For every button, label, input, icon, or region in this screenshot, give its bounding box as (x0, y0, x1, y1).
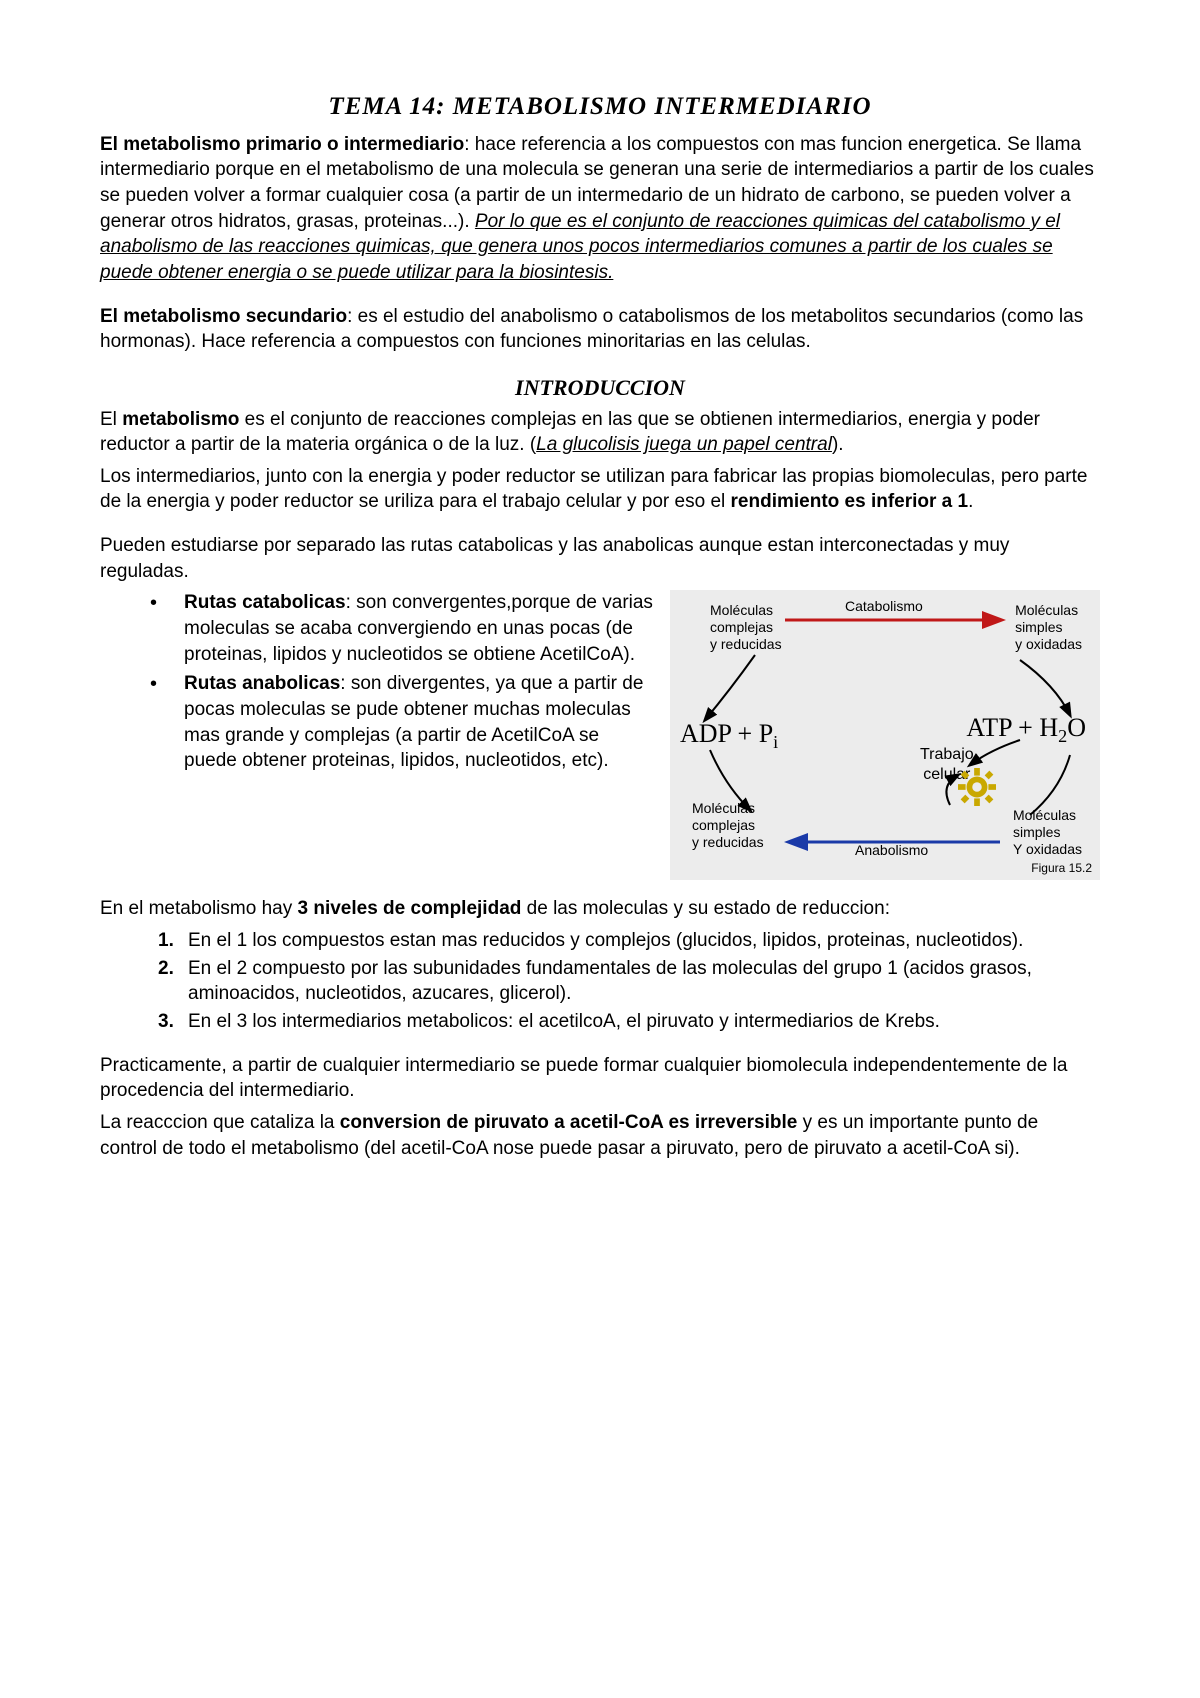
text: complejas (692, 817, 755, 833)
paragraph-rutas-intro: Pueden estudiarse por separado las rutas… (100, 533, 1100, 584)
text: Moléculas (1015, 602, 1078, 618)
text: ADP + P (680, 719, 773, 748)
paragraph-intro-1: El metabolismo es el conjunto de reaccio… (100, 407, 1100, 458)
list-item: 3. En el 3 los intermediarios metabolicos… (158, 1009, 1100, 1035)
paragraph-metabolismo-secundario: El metabolismo secundario: es el estudio… (100, 304, 1100, 355)
text: y reducidas (692, 834, 764, 850)
term-niveles: 3 niveles de complejidad (298, 898, 522, 919)
bullets-list: Rutas catabolicas: son convergentes,porq… (100, 590, 656, 773)
text: simples (1013, 824, 1060, 840)
text: Moléculas (1013, 807, 1076, 823)
num: 3. (158, 1009, 174, 1035)
diagram-column: Moléculas complejas y reducidas Molécula… (670, 590, 1100, 880)
term-catabolicas: Rutas catabolicas (184, 592, 346, 613)
term-conversion: conversion de piruvato a acetil-CoA es i… (340, 1112, 798, 1133)
term-metabolismo: metabolismo (122, 409, 239, 430)
text: En el 2 compuesto por las subunidades fu… (188, 958, 1032, 1005)
section-heading-introduccion: INTRODUCCION (100, 373, 1100, 403)
num: 1. (158, 928, 174, 954)
gear-icon (958, 768, 996, 806)
bullets-column: Rutas catabolicas: son convergentes,porq… (100, 590, 656, 777)
list-item: Rutas anabolicas: son divergentes, ya qu… (150, 671, 656, 774)
text: 2 (1058, 727, 1067, 747)
label-adp: ADP + Pi (680, 718, 778, 754)
two-column-section: Rutas catabolicas: son convergentes,porq… (100, 590, 1100, 880)
paragraph-niveles-intro: En el metabolismo hay 3 niveles de compl… (100, 896, 1100, 922)
label-atp: ATP + H2O (966, 712, 1086, 748)
paragraph-metabolismo-primario: El metabolismo primario o intermediario:… (100, 132, 1100, 286)
text: Y oxidadas (1013, 841, 1082, 857)
list-item: Rutas catabolicas: son convergentes,porq… (150, 590, 656, 667)
paragraph-final-1: Practicamente, a partir de cualquier int… (100, 1053, 1100, 1104)
label-catabolismo: Catabolismo (845, 598, 923, 615)
label-bottom-left: Moléculas complejas y reducidas (692, 800, 764, 850)
metabolism-diagram: Moléculas complejas y reducidas Molécula… (670, 590, 1100, 880)
levels-list: 1. En el 1 los compuestos estan mas reduc… (100, 928, 1100, 1035)
num: 2. (158, 956, 174, 982)
label-top-right: Moléculas simples y oxidadas (1015, 602, 1082, 652)
text: El (100, 409, 122, 430)
term-anabolicas: Rutas anabolicas (184, 673, 340, 694)
label-bottom-right: Moléculas simples Y oxidadas (1013, 807, 1082, 857)
figure-caption: Figura 15.2 (1031, 860, 1092, 876)
text: En el metabolismo hay (100, 898, 298, 919)
page-title: TEMA 14: METABOLISMO INTERMEDIARIO (100, 90, 1100, 124)
paragraph-intro-2: Los intermediarios, junto con la energia… (100, 464, 1100, 515)
text: En el 3 los intermediarios metabolicos: … (188, 1011, 940, 1032)
text: La reacccion que cataliza la (100, 1112, 340, 1133)
term-secundario: El metabolismo secundario (100, 306, 347, 327)
text: ). (832, 434, 844, 455)
text: i (773, 733, 778, 753)
term-rendimiento: rendimiento es inferior a 1 (731, 491, 969, 512)
text: ATP + H (966, 713, 1058, 742)
text: Trabajo (920, 746, 974, 763)
text: O (1067, 713, 1086, 742)
text: Moléculas (710, 602, 773, 618)
text: de las moleculas y su estado de reduccio… (521, 898, 890, 919)
term-primario: El metabolismo primario o intermediario (100, 134, 464, 155)
text: simples (1015, 619, 1062, 635)
text-emphasis: La glucolisis juega un papel central (536, 434, 832, 455)
paragraph-final-2: La reacccion que cataliza la conversion … (100, 1110, 1100, 1161)
label-anabolismo: Anabolismo (855, 842, 928, 859)
list-item: 2. En el 2 compuesto por las subunidades … (158, 956, 1100, 1007)
text: complejas (710, 619, 773, 635)
text: En el 1 los compuestos estan mas reducid… (188, 930, 1023, 951)
text: y oxidadas (1015, 636, 1082, 652)
label-top-left: Moléculas complejas y reducidas (710, 602, 782, 652)
text: y reducidas (710, 636, 782, 652)
text: Moléculas (692, 800, 755, 816)
text: . (968, 491, 973, 512)
list-item: 1. En el 1 los compuestos estan mas reduc… (158, 928, 1100, 954)
